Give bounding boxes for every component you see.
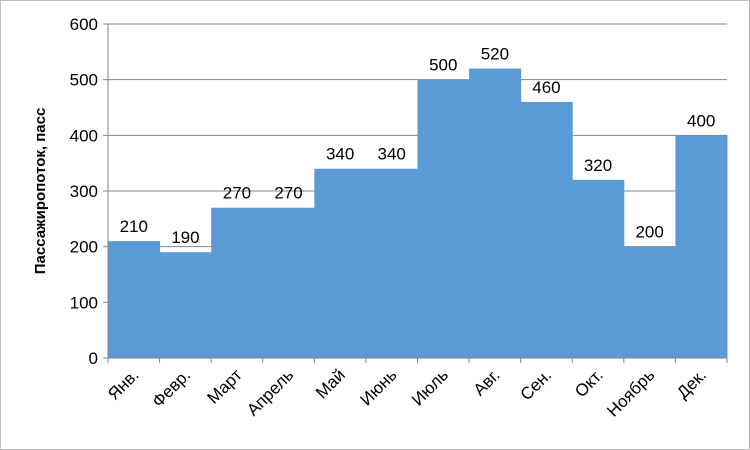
bar [159,252,212,358]
x-tick-label: Март [204,365,246,407]
x-tick-label: Февр. [149,365,195,411]
data-label: 270 [223,184,251,203]
bar [108,241,161,358]
data-label: 520 [481,45,509,64]
x-tick-label: Май [312,365,349,402]
y-tick-label: 200 [70,238,98,257]
bar [572,179,625,358]
data-label: 500 [429,56,457,75]
x-tick-label: Ноябрь [603,365,658,420]
bar [262,207,315,358]
y-tick-label: 0 [89,349,98,368]
bar [675,135,728,358]
data-label: 320 [584,156,612,175]
bar [623,246,676,358]
data-label: 400 [687,111,715,130]
y-tick-label: 500 [70,71,98,90]
x-tick-label: Янв. [104,365,142,403]
bar [211,207,264,358]
y-axis-title: Пассажиропоток, пасс [32,108,49,275]
x-tick-label: Июнь [357,365,401,409]
y-tick-label: 300 [70,182,98,201]
x-tick-label: Дек. [673,365,710,402]
bar [520,101,573,358]
y-tick-label: 400 [70,126,98,145]
x-tick-label: Апрель [243,365,297,419]
x-tick-label: Сен. [517,365,556,404]
data-label: 200 [635,223,663,242]
data-label: 190 [171,228,199,247]
x-tick-label: Окт. [571,365,607,401]
bar [365,168,418,358]
x-tick-label: Июль [408,365,452,409]
y-tick-labels: 0 100 200 300 400 500 600 [70,15,98,368]
data-label: 210 [120,217,148,236]
bar [314,168,367,358]
data-label: 340 [378,145,406,164]
data-label: 460 [532,78,560,97]
y-tick-label: 600 [70,15,98,34]
bar [469,68,522,359]
x-tick-label: Авг. [470,365,504,399]
bars [108,68,728,359]
data-label: 270 [274,184,302,203]
axes [107,24,727,359]
data-label: 340 [326,145,354,164]
y-tick-label: 100 [70,293,98,312]
bar [417,79,470,359]
data-labels: 210 190 270 270 340 340 500 520 460 320 200 400 [120,45,716,248]
